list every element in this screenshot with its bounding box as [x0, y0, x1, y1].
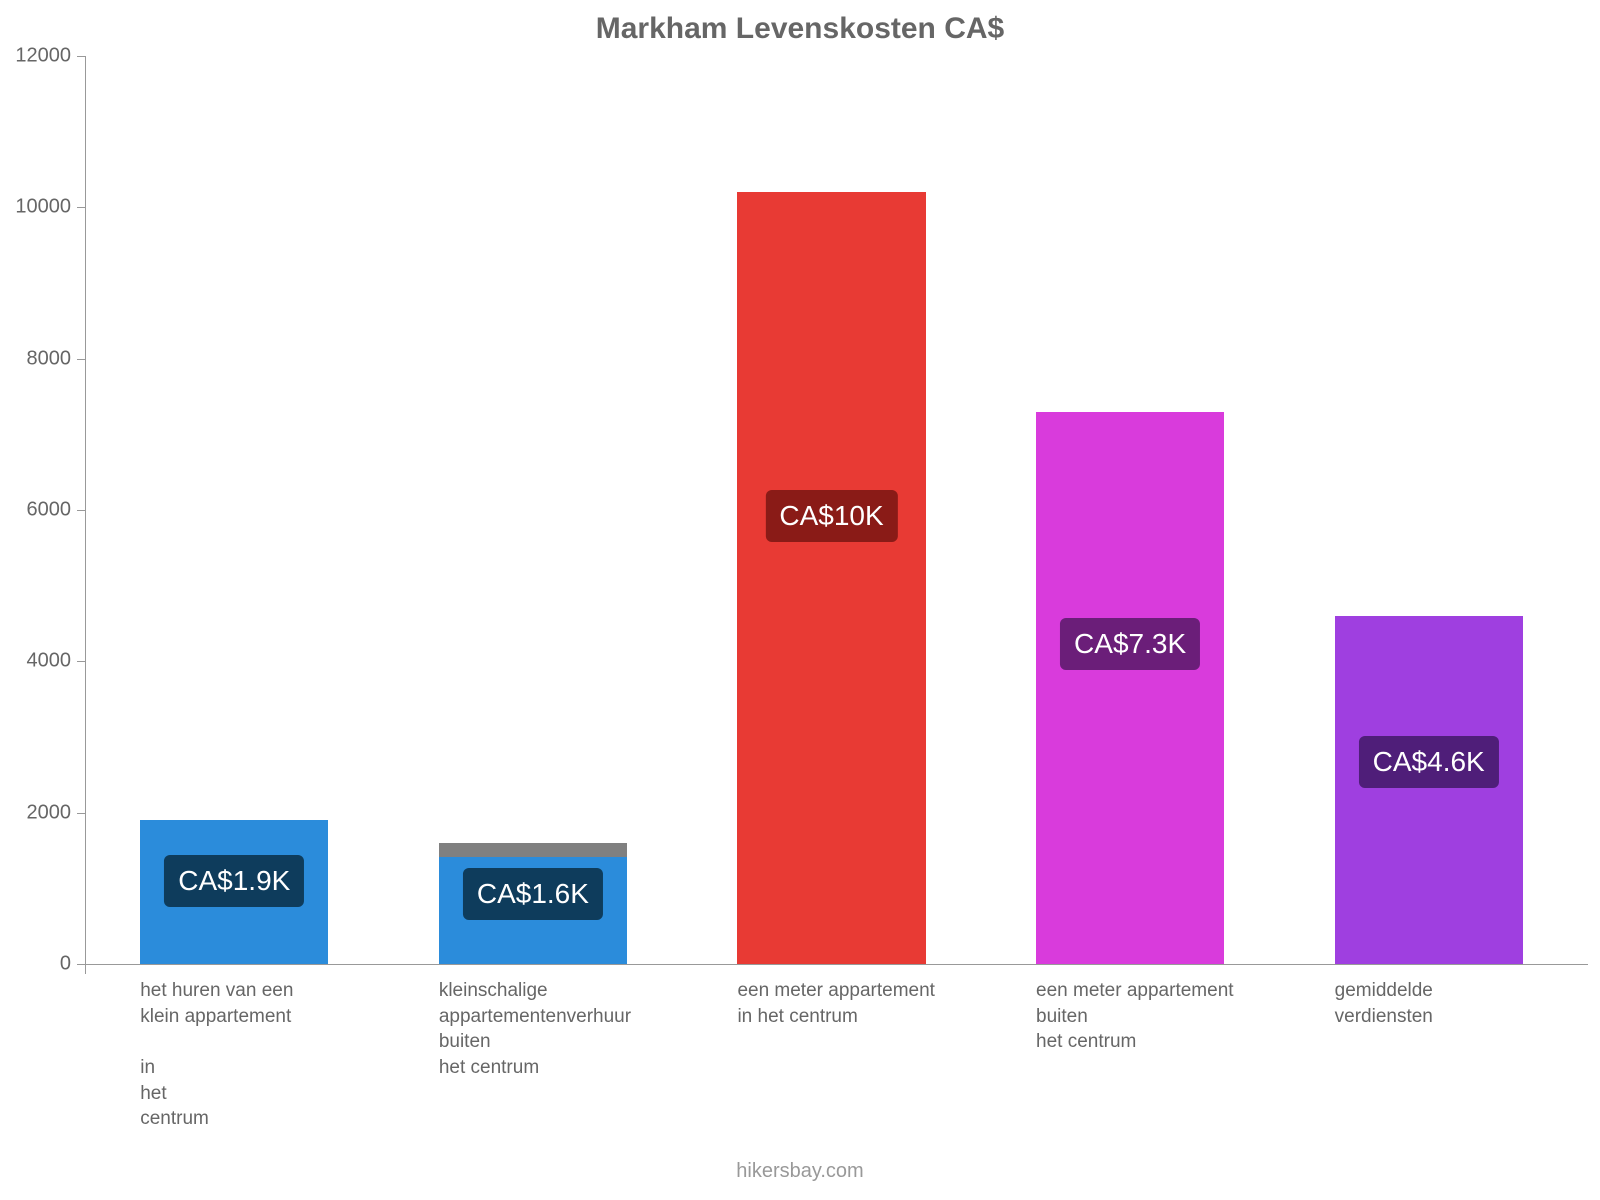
x-tick-label-line: een meter appartement [1036, 978, 1234, 1004]
x-tick-label-line: het centrum [1036, 1029, 1234, 1055]
x-tick-label-line: het [140, 1081, 293, 1107]
x-tick-label-line: het centrum [439, 1055, 631, 1081]
y-tick-label: 2000 [27, 801, 72, 824]
bar [737, 192, 925, 964]
x-tick-label-line: kleinschalige [439, 978, 631, 1004]
y-tick [77, 510, 85, 511]
x-tick-label: het huren van eenklein appartement inhet… [140, 978, 293, 1132]
x-tick-label-line: in het centrum [737, 1004, 935, 1030]
x-tick-label: een meter appartementbuitenhet centrum [1036, 978, 1234, 1055]
x-tick-label-line: gemiddelde [1335, 978, 1433, 1004]
y-tick [77, 56, 85, 57]
x-tick-label: gemiddeldeverdiensten [1335, 978, 1433, 1029]
plot-area: 020004000600080001000012000CA$1.9KCA$1.6… [85, 56, 1578, 964]
chart-container: Markham Levenskosten CA$ 020004000600080… [0, 0, 1600, 1200]
y-tick [77, 964, 85, 965]
x-tick-label-line: een meter appartement [737, 978, 935, 1004]
chart-footer: hikersbay.com [0, 1160, 1600, 1183]
chart-title: Markham Levenskosten CA$ [0, 12, 1600, 46]
y-tick [77, 661, 85, 662]
y-tick [77, 207, 85, 208]
x-tick-label-line: buiten [1036, 1004, 1234, 1030]
y-axis-line [85, 56, 86, 974]
x-tick-label-line: in [140, 1055, 293, 1081]
bar-value-badge: CA$10K [765, 490, 897, 542]
bar [1335, 616, 1523, 964]
x-tick-label: kleinschaligeappartementenverhuurbuitenh… [439, 978, 631, 1081]
y-tick-label: 0 [60, 953, 71, 976]
y-tick-label: 8000 [27, 347, 72, 370]
y-tick-label: 6000 [27, 499, 72, 522]
x-axis-line [85, 964, 1588, 965]
y-tick-label: 10000 [15, 196, 71, 219]
x-tick-label-line: centrum [140, 1106, 293, 1132]
x-tick-label-line [140, 1029, 293, 1055]
y-tick-label: 4000 [27, 650, 72, 673]
bar-value-badge: CA$1.9K [164, 855, 304, 907]
bar-value-badge: CA$4.6K [1359, 736, 1499, 788]
x-tick-label-line: klein appartement [140, 1004, 293, 1030]
bar [1036, 412, 1224, 964]
x-tick-label-line: appartementenverhuur [439, 1004, 631, 1030]
x-tick-label: een meter appartementin het centrum [737, 978, 935, 1029]
x-tick-label-line: verdiensten [1335, 1004, 1433, 1030]
bar-value-badge: CA$7.3K [1060, 618, 1200, 670]
x-tick-label-line: het huren van een [140, 978, 293, 1004]
x-tick-label-line: buiten [439, 1029, 631, 1055]
y-tick-label: 12000 [15, 45, 71, 68]
bar-value-badge: CA$1.6K [463, 868, 603, 920]
y-tick [77, 359, 85, 360]
y-tick [77, 813, 85, 814]
